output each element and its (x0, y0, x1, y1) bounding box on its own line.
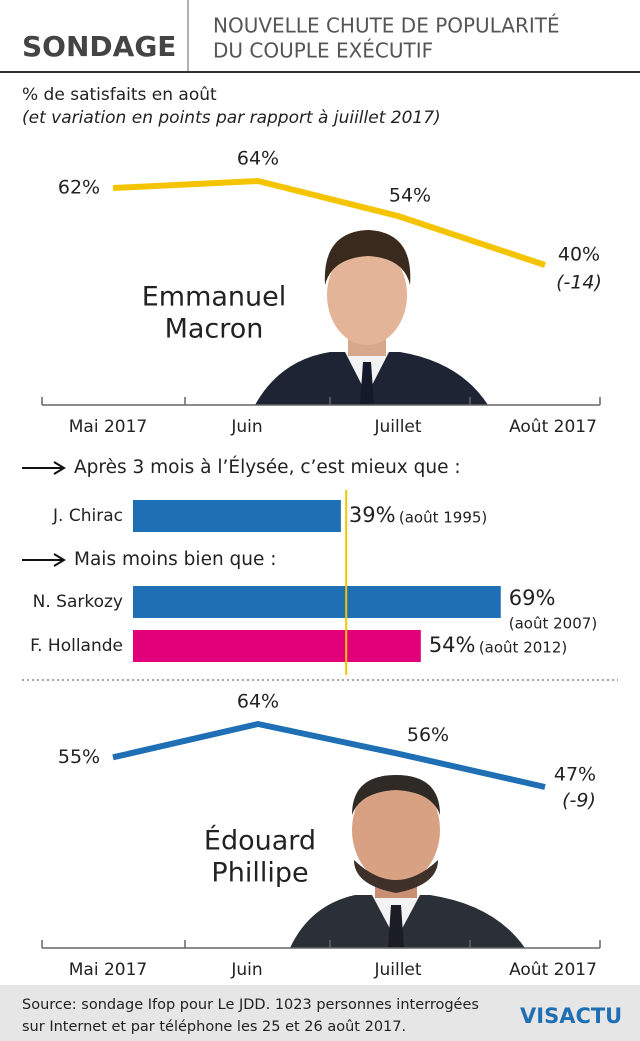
value-label: 40% (558, 244, 600, 266)
person-name: Emmanuel (142, 282, 287, 313)
line-series (112, 178, 546, 268)
change-label: (-9) (562, 790, 596, 812)
value-label: 55% (58, 746, 100, 768)
header-tag: SONDAGE (22, 30, 176, 63)
subtitle-note: (et variation en points par rapport à ju… (22, 108, 441, 128)
value-label: 54% (389, 185, 431, 207)
y-tick-label: J. Chirac (52, 506, 123, 526)
value-label: 62% (58, 177, 100, 199)
bar (133, 630, 421, 662)
value-label: 54% (429, 633, 476, 657)
portrait (255, 230, 488, 405)
section-label: Mais moins bien que : (74, 549, 277, 570)
bar (133, 500, 341, 532)
person-name: Édouard (204, 825, 316, 857)
x-tick-label: Juin (230, 417, 262, 437)
y-tick-label: N. Sarkozy (33, 592, 123, 612)
bar (133, 586, 501, 618)
value-label: 56% (407, 724, 449, 746)
value-label: 39% (349, 503, 396, 527)
footer-band (0, 985, 640, 1041)
x-tick-label: Juillet (373, 960, 421, 980)
date-label: (août 2012) (479, 639, 567, 657)
arrow-head (53, 461, 66, 475)
value-label: 47% (554, 764, 596, 786)
value-label: 64% (237, 691, 279, 713)
line-series (112, 721, 546, 790)
x-tick-label: Mai 2017 (69, 960, 147, 980)
x-tick-label: Août 2017 (509, 960, 597, 980)
x-tick-label: Août 2017 (509, 417, 597, 437)
date-label: (août 1995) (399, 509, 487, 527)
value-label: 69% (509, 586, 556, 610)
person-name: Macron (165, 314, 264, 345)
change-label: (-14) (556, 272, 602, 294)
portrait (290, 775, 525, 948)
arrow-head (53, 553, 66, 567)
section-label: Après 3 mois à l’Élysée, c’est mieux que… (74, 456, 461, 478)
header-title: DU COUPLE EXÉCUTIF (213, 39, 433, 63)
subtitle: % de satisfaits en août (22, 85, 217, 105)
header-title: NOUVELLE CHUTE DE POPULARITÉ (213, 14, 560, 38)
x-tick-label: Mai 2017 (69, 417, 147, 437)
x-tick-label: Juin (230, 960, 262, 980)
date-label: (août 2007) (509, 615, 597, 633)
source: Source: sondage Ifop pour Le JDD. 1023 p… (22, 997, 479, 1013)
logo: VISACTU (520, 1004, 622, 1028)
x-tick-label: Juillet (373, 417, 421, 437)
person-name: Phillipe (211, 858, 308, 889)
value-label: 64% (237, 148, 279, 170)
source: sur Internet et par téléphone les 25 et … (22, 1019, 406, 1035)
y-tick-label: F. Hollande (30, 636, 123, 656)
